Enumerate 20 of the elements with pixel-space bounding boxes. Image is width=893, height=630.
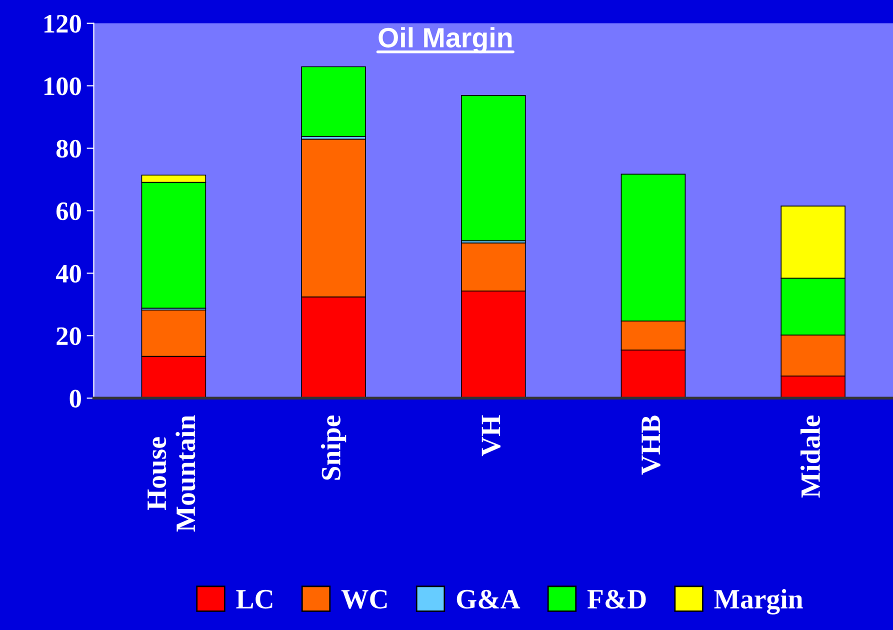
legend-label: WC xyxy=(341,590,387,609)
x-tick-label: House Mountain xyxy=(148,415,196,532)
x-tick-label: Midale xyxy=(800,416,820,498)
x-tick-label: VHB xyxy=(642,416,660,475)
y-tick-label: 100 xyxy=(44,77,81,96)
y-tick-label: 80 xyxy=(56,140,81,158)
chart-title: Oil Margin xyxy=(378,27,512,54)
x-tick-label: Snipe xyxy=(320,416,346,480)
y-tick-label: 40 xyxy=(56,264,81,283)
bar xyxy=(460,95,526,242)
bar xyxy=(301,66,366,137)
legend-label: LC xyxy=(236,590,272,609)
y-tick-label: 20 xyxy=(56,327,81,346)
x-tick-label: VH xyxy=(482,415,500,456)
legend-label: G&A xyxy=(456,590,520,609)
legend-label: F&D xyxy=(587,590,646,609)
legend-label: Margin xyxy=(714,589,803,614)
y-tick-label: 120 xyxy=(44,14,81,33)
y-tick-label: 0 xyxy=(70,390,81,408)
y-tick-label: 60 xyxy=(56,202,81,220)
